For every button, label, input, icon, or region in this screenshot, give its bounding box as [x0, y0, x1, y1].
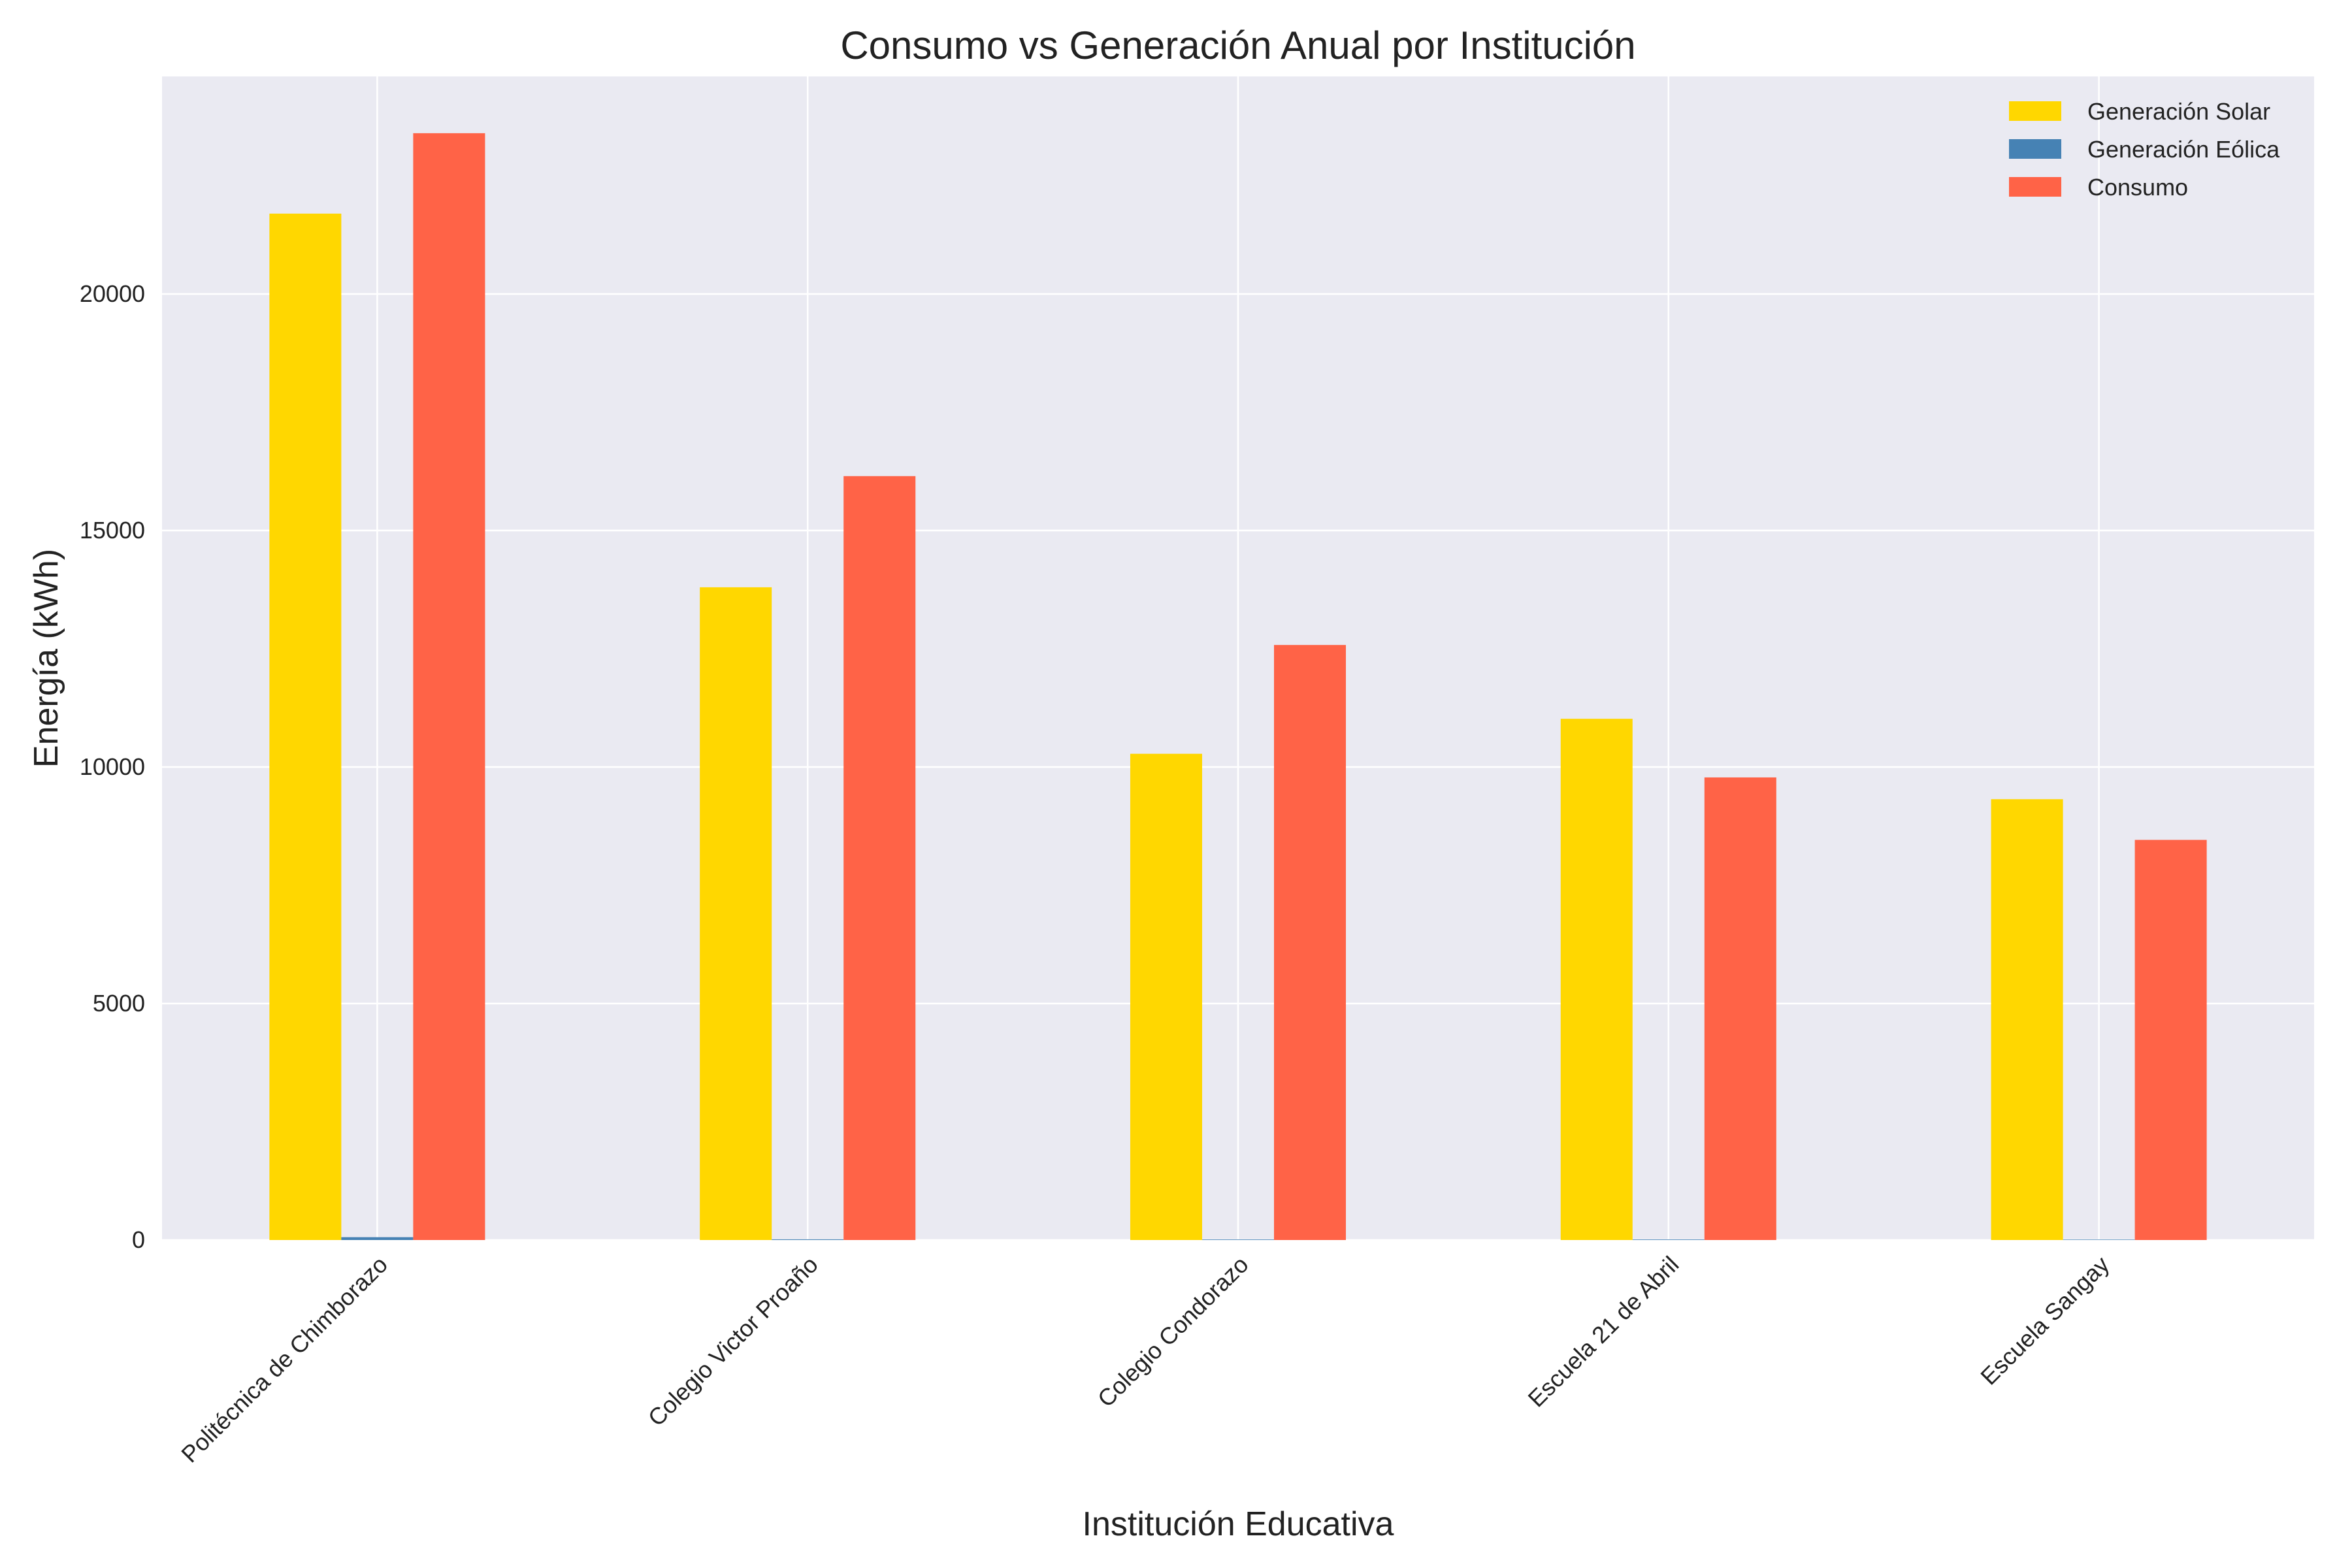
- x-tick-label: Escuela Sangay: [1975, 1251, 2114, 1390]
- bar: [2063, 1239, 2135, 1240]
- bar: [1130, 753, 1202, 1240]
- bar: [1560, 719, 1633, 1240]
- legend-label: Generación Eólica: [2087, 136, 2280, 163]
- y-tick-label: 15000: [80, 517, 145, 544]
- legend-label: Consumo: [2087, 174, 2188, 201]
- y-tick-label: 5000: [93, 990, 145, 1017]
- x-tick-label: Escuela 21 de Abril: [1523, 1251, 1684, 1413]
- legend-label: Generación Solar: [2087, 98, 2270, 125]
- y-tick-label: 10000: [80, 753, 145, 780]
- bar: [700, 587, 772, 1240]
- bar: [772, 1239, 844, 1240]
- y-axis-label: Energía (kWh): [27, 549, 65, 768]
- legend-swatch: [2009, 139, 2061, 159]
- bar: [1704, 777, 1776, 1240]
- bar: [341, 1237, 414, 1240]
- bar: [413, 133, 485, 1240]
- bar: [843, 476, 916, 1240]
- bar: [1991, 799, 2063, 1240]
- x-tick-label: Colegio Condorazo: [1092, 1251, 1254, 1413]
- y-axis-ticks: 0 5000 10000 15000 20000: [80, 280, 145, 1253]
- x-axis-ticks: Politécnica de Chimborazo Colegio Victor …: [176, 1251, 2114, 1468]
- bar: [2134, 840, 2207, 1240]
- bar: [1201, 1239, 1275, 1240]
- x-tick-label: Colegio Victor Proaño: [643, 1251, 823, 1431]
- y-tick-label: 20000: [80, 280, 145, 307]
- legend-swatch: [2009, 101, 2061, 121]
- legend-swatch: [2009, 177, 2061, 197]
- bar: [1274, 645, 1347, 1240]
- bar: [1632, 1239, 1705, 1240]
- x-axis-label: Institución Educativa: [1083, 1505, 1394, 1543]
- bar: [269, 213, 342, 1240]
- legend: Generación Solar Generación Eólica Consumo: [2009, 98, 2280, 201]
- bars: [269, 133, 2207, 1240]
- x-tick-label: Politécnica de Chimborazo: [176, 1251, 393, 1468]
- grid-lines: [162, 76, 2314, 1241]
- y-tick-label: 0: [132, 1226, 145, 1253]
- chart-title: Consumo vs Generación Anual por Instituc…: [840, 24, 1635, 67]
